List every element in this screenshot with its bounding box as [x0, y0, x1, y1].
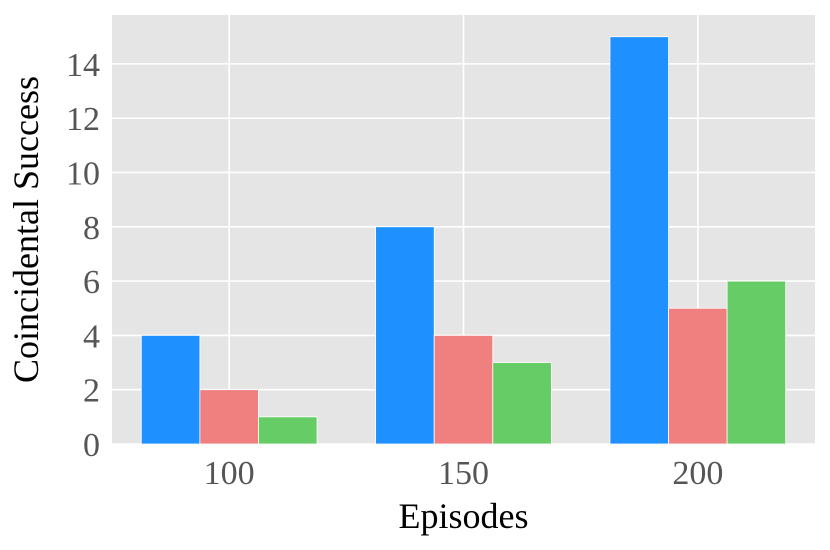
- y-axis-title: Coincidental Success: [6, 76, 46, 383]
- y-tick-label: 8: [83, 210, 100, 247]
- x-tick-labels: 100 150 200: [204, 455, 724, 492]
- y-tick-label: 10: [66, 155, 100, 192]
- y-tick-label: 6: [83, 264, 100, 301]
- y-tick-label: 12: [66, 101, 100, 138]
- x-tick-label: 100: [204, 455, 255, 492]
- y-tick-label: 4: [83, 318, 100, 355]
- x-axis-title: Episodes: [399, 496, 529, 536]
- bars: [140, 36, 787, 445]
- x-tick-label: 150: [438, 455, 489, 492]
- y-tick-label: 0: [83, 427, 100, 464]
- bar: [199, 389, 259, 445]
- bar: [668, 307, 728, 445]
- y-tick-label: 14: [66, 47, 100, 84]
- bar: [140, 334, 201, 445]
- x-tick-label: 200: [672, 455, 723, 492]
- y-tick-label: 2: [83, 373, 100, 410]
- bar: [375, 226, 435, 445]
- bar: [609, 36, 669, 445]
- bar: [726, 280, 787, 445]
- bar: [492, 362, 552, 445]
- bar: [433, 334, 494, 445]
- y-tick-labels: 0 2 4 6 8 10 12 14: [66, 47, 100, 464]
- bar: [258, 416, 318, 445]
